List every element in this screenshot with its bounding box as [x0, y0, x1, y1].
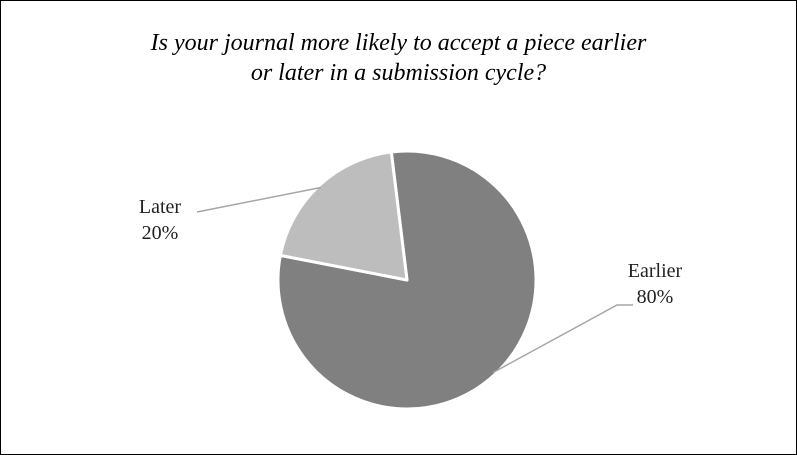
leader-line-later [196, 186, 321, 213]
slice-value-later: 20% [142, 222, 179, 244]
chart-title: Is your journal more likely to accept a … [0, 28, 797, 88]
slice-label-later: Later [139, 196, 182, 218]
leader-line-earlier [492, 304, 633, 374]
chart-title-line-2: or later in a submission cycle? [250, 60, 547, 86]
pie-slice-later [278, 150, 409, 282]
slice-value-earlier: 80% [637, 286, 674, 308]
chart-title-line-1: Is your journal more likely to accept a … [150, 30, 647, 56]
slice-label-earlier: Earlier [628, 260, 683, 282]
